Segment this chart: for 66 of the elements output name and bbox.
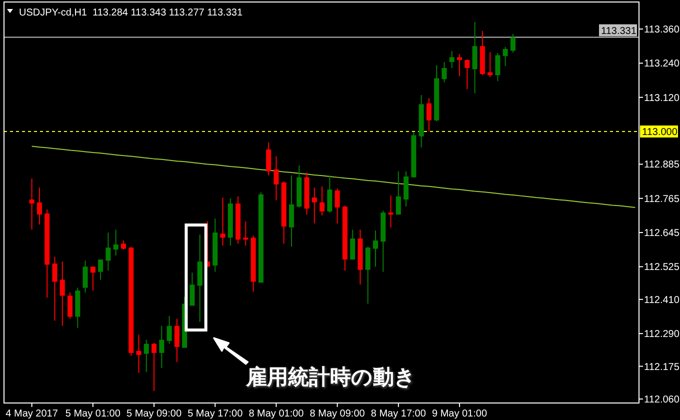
x-tick-label: 5 May 01:00 bbox=[65, 408, 121, 420]
y-tick-label: 113.240 bbox=[644, 58, 680, 70]
y-tick-label: 113.360 bbox=[644, 24, 680, 36]
candlestick bbox=[136, 334, 142, 374]
x-tick-label: 5 May 09:00 bbox=[126, 408, 182, 420]
x-tick-label: 5 May 17:00 bbox=[188, 408, 244, 420]
candlestick bbox=[495, 52, 500, 82]
candlestick bbox=[312, 187, 317, 224]
candlestick bbox=[350, 229, 356, 260]
ref-line-label: 113.331 bbox=[601, 26, 637, 37]
y-tick-label: 112.410 bbox=[644, 294, 680, 306]
candlestick bbox=[190, 272, 195, 306]
y-tick-label: 112.290 bbox=[644, 329, 680, 340]
candlestick bbox=[36, 187, 42, 226]
candlestick bbox=[442, 62, 447, 83]
candlestick bbox=[144, 339, 149, 372]
candlestick bbox=[243, 220, 248, 246]
candlestick bbox=[365, 246, 370, 304]
candlestick bbox=[52, 256, 58, 322]
candlestick bbox=[449, 50, 454, 69]
candlestick bbox=[457, 54, 462, 77]
candlestick bbox=[388, 195, 394, 228]
y-tick-label: 113.120 bbox=[644, 92, 680, 104]
x-tick-label: 4 May 2017 bbox=[6, 408, 58, 420]
candlestick bbox=[98, 259, 104, 280]
candlestick bbox=[274, 156, 279, 201]
candlestick bbox=[472, 21, 478, 94]
y-tick-label: 112.645 bbox=[644, 228, 680, 240]
x-tick-label: 8 May 17:00 bbox=[370, 408, 426, 420]
candlestick bbox=[60, 261, 65, 326]
candlestick bbox=[320, 186, 325, 216]
candlestick bbox=[106, 232, 111, 272]
y-tick-label: 112.765 bbox=[644, 194, 680, 205]
candlestick bbox=[166, 315, 172, 344]
x-tick-label: 8 May 01:00 bbox=[248, 408, 304, 420]
x-tick-label: 8 May 09:00 bbox=[310, 408, 366, 420]
candlestick bbox=[68, 292, 73, 320]
candlestick bbox=[404, 170, 409, 208]
y-tick-label: 112.885 bbox=[644, 160, 680, 171]
candlestick bbox=[174, 318, 180, 363]
candlestick bbox=[159, 325, 164, 368]
candlestick bbox=[152, 342, 157, 392]
text: USDJPY-cd,H1 113.284 113.343 113.277 113.331 bbox=[19, 8, 243, 18]
candlestick bbox=[510, 33, 516, 54]
y-tick-label: 112.175 bbox=[644, 362, 680, 373]
candlestick bbox=[266, 142, 272, 176]
candlestick bbox=[334, 188, 340, 224]
candlestick bbox=[113, 229, 118, 256]
candlestick bbox=[288, 174, 294, 248]
candlestick bbox=[426, 98, 432, 132]
candlestick bbox=[373, 230, 378, 268]
annotation: 雇用統計時の動き bbox=[244, 365, 416, 389]
candlestick bbox=[29, 178, 34, 230]
x-tick-label: 9 May 01:00 bbox=[432, 408, 488, 420]
candlestick bbox=[220, 197, 226, 246]
candlestick bbox=[120, 240, 126, 250]
candlestick bbox=[502, 46, 508, 67]
candlestick bbox=[82, 260, 88, 294]
ref-line-label: 113.000 bbox=[642, 126, 678, 138]
y-tick-label: 112.060 bbox=[644, 394, 680, 406]
candlestick bbox=[396, 170, 401, 216]
line-series bbox=[31, 146, 636, 208]
candlestick bbox=[464, 58, 470, 90]
candlestick bbox=[327, 174, 332, 214]
candlestick bbox=[90, 266, 96, 292]
y-tick-label: 112.525 bbox=[644, 262, 680, 274]
